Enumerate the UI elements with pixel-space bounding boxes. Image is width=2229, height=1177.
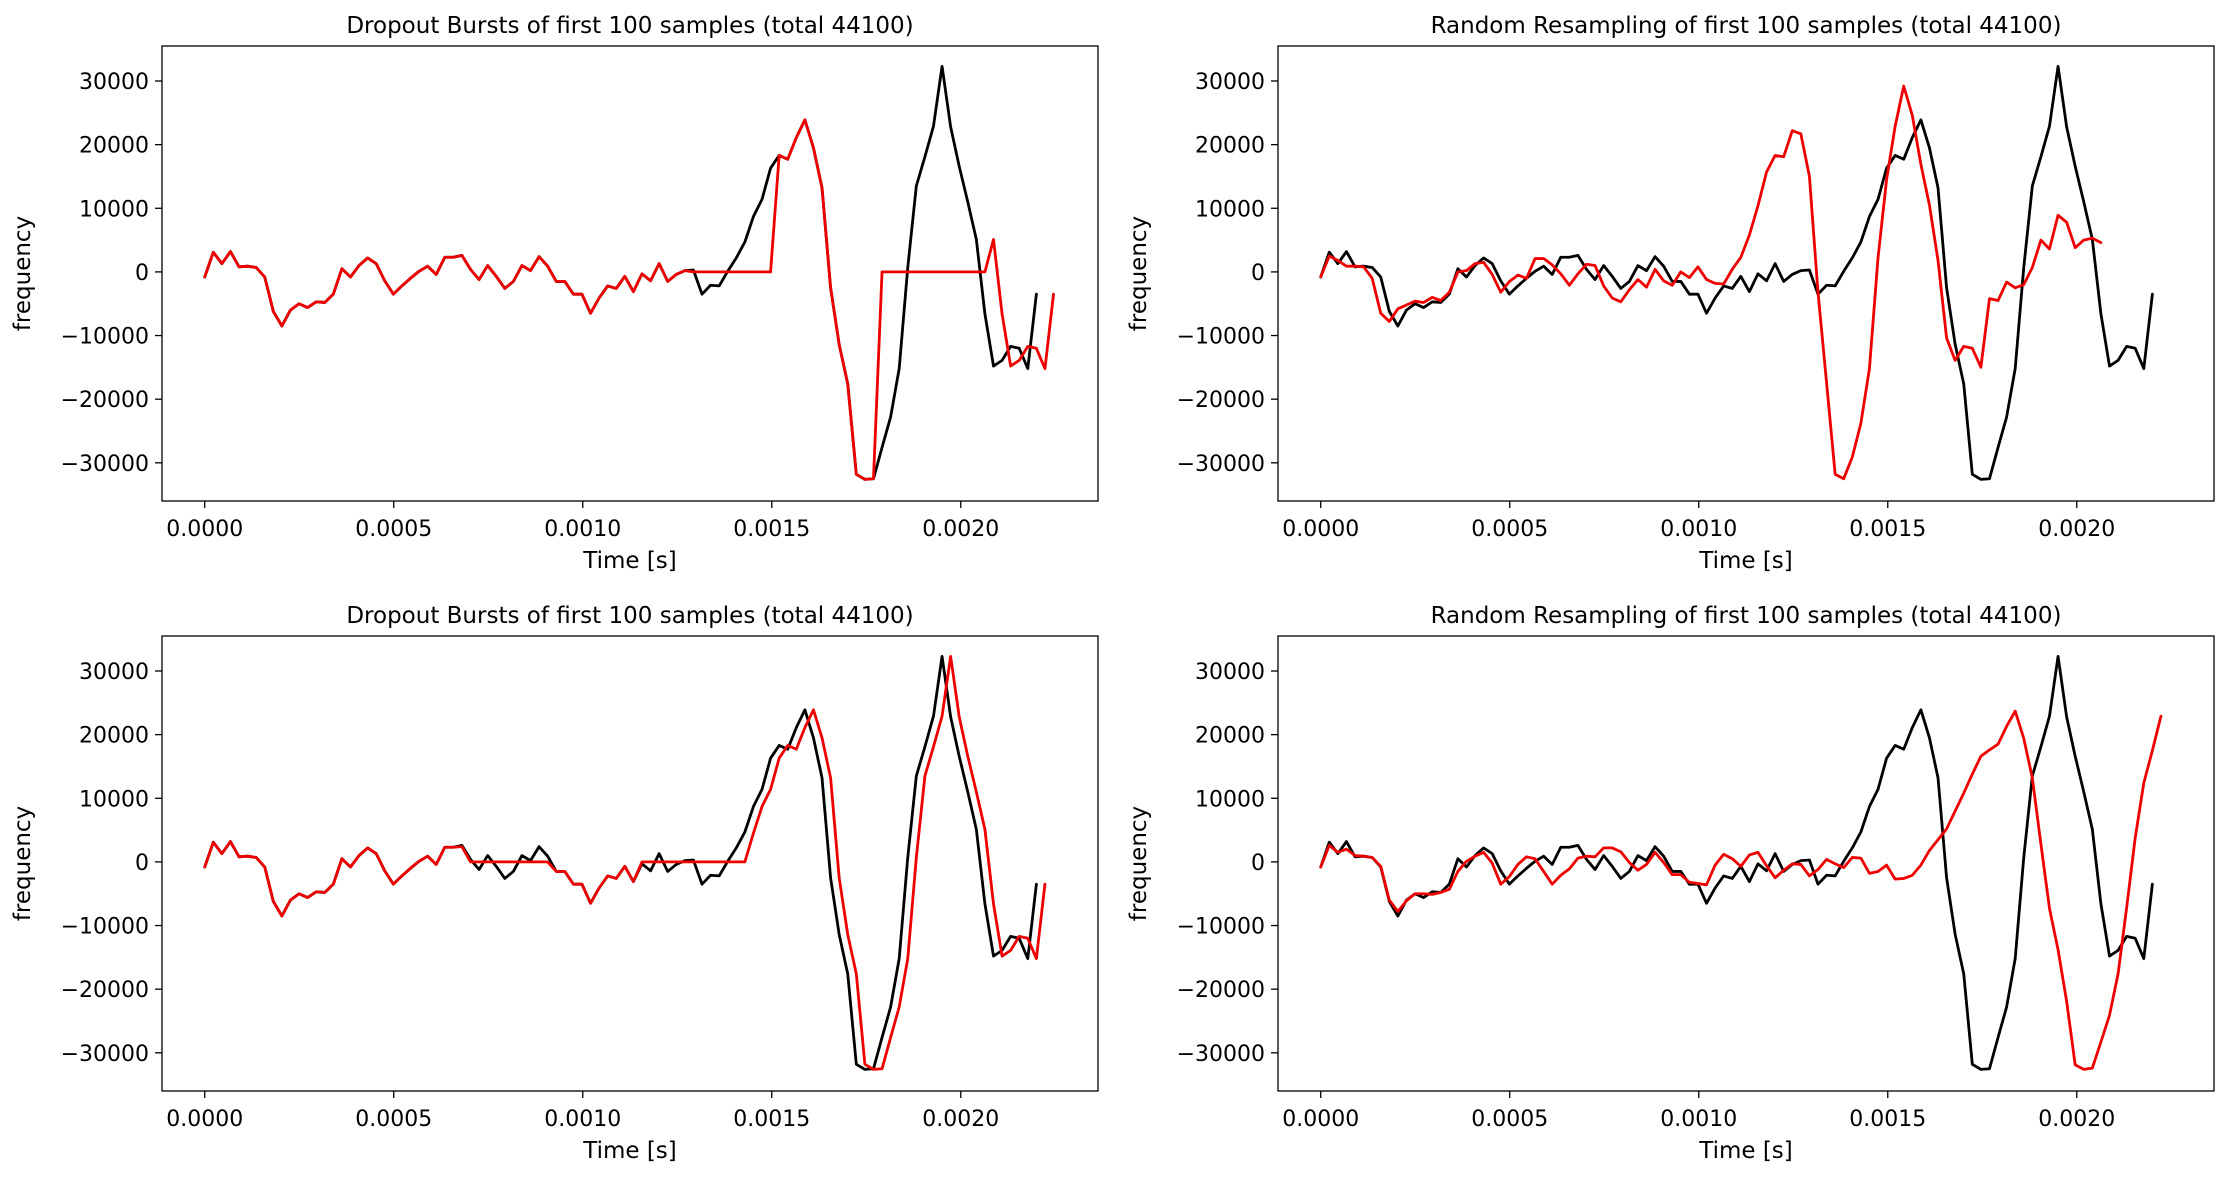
x-tick-label: 0.0010 <box>544 1107 621 1132</box>
subplot-title: Random Resampling of first 100 samples (… <box>1431 13 2062 39</box>
x-tick-label: 0.0015 <box>1849 1107 1926 1132</box>
x-tick-label: 0.0000 <box>1282 1107 1359 1132</box>
x-axis-label: Time [s] <box>1698 548 1793 574</box>
plot-area <box>1319 654 2163 1071</box>
plot-area <box>203 64 1055 481</box>
x-axis-label: Time [s] <box>1698 1138 1793 1164</box>
y-tick-label: −20000 <box>1177 978 1265 1003</box>
y-tick-label: 20000 <box>1195 724 1265 749</box>
y-tick-label: 30000 <box>1195 70 1265 95</box>
y-tick-label: −20000 <box>61 388 149 413</box>
series-line-original <box>1319 64 2154 481</box>
subplot-resampling-bottom: Random Resampling of first 100 samples (… <box>1126 603 2215 1164</box>
x-tick-label: 0.0020 <box>922 517 999 542</box>
y-tick-label: −10000 <box>61 915 149 940</box>
subplot-title: Dropout Bursts of first 100 samples (tot… <box>346 13 913 39</box>
x-tick-label: 0.0020 <box>922 1107 999 1132</box>
subplot-title: Random Resampling of first 100 samples (… <box>1431 603 2062 629</box>
x-axis-label: Time [s] <box>582 1138 677 1164</box>
y-tick-label: 30000 <box>79 70 149 95</box>
y-tick-label: −10000 <box>61 325 149 350</box>
y-tick-label: 0 <box>1251 851 1265 876</box>
series-line-transformed <box>203 654 1047 1071</box>
y-tick-label: 30000 <box>79 660 149 685</box>
y-axis-label: frequency <box>1126 806 1152 921</box>
y-tick-label: 0 <box>135 261 149 286</box>
y-tick-label: 20000 <box>79 724 149 749</box>
series-line-original <box>1319 654 2154 1071</box>
y-tick-label: 10000 <box>1195 197 1265 222</box>
x-tick-label: 0.0015 <box>733 517 810 542</box>
x-tick-label: 0.0005 <box>1471 1107 1548 1132</box>
x-tick-label: 0.0000 <box>166 517 243 542</box>
y-axis-label: frequency <box>1126 216 1152 331</box>
x-tick-label: 0.0000 <box>1282 517 1359 542</box>
x-tick-label: 0.0010 <box>1660 1107 1737 1132</box>
y-tick-label: 0 <box>135 851 149 876</box>
x-tick-label: 0.0020 <box>2038 1107 2115 1132</box>
x-tick-label: 0.0010 <box>544 517 621 542</box>
y-tick-label: −30000 <box>61 1042 149 1067</box>
plot-area <box>203 654 1047 1071</box>
y-axis-label: frequency <box>10 216 36 331</box>
axes-frame <box>1277 635 2215 1092</box>
subplot-dropout-top: Dropout Bursts of first 100 samples (tot… <box>10 13 1099 574</box>
series-line-transformed <box>1319 84 2103 481</box>
y-tick-label: −10000 <box>1177 325 1265 350</box>
y-tick-label: −30000 <box>1177 452 1265 477</box>
x-tick-label: 0.0005 <box>1471 517 1548 542</box>
series-line-original <box>203 654 1038 1071</box>
subplot-resampling-top: Random Resampling of first 100 samples (… <box>1126 13 2215 574</box>
plot-area <box>1319 64 2154 481</box>
y-tick-label: −10000 <box>1177 915 1265 940</box>
x-tick-label: 0.0005 <box>355 1107 432 1132</box>
series-line-transformed <box>203 118 1055 481</box>
subplot-title: Dropout Bursts of first 100 samples (tot… <box>346 603 913 629</box>
y-tick-label: 30000 <box>1195 660 1265 685</box>
y-tick-label: −20000 <box>1177 388 1265 413</box>
axes-frame <box>161 635 1099 1092</box>
x-tick-label: 0.0015 <box>733 1107 810 1132</box>
x-tick-label: 0.0020 <box>2038 517 2115 542</box>
axes-frame <box>161 45 1099 502</box>
y-tick-label: −30000 <box>1177 1042 1265 1067</box>
y-tick-label: 20000 <box>79 134 149 159</box>
subplot-dropout-bottom: Dropout Bursts of first 100 samples (tot… <box>10 603 1099 1164</box>
y-tick-label: 20000 <box>1195 134 1265 159</box>
x-tick-label: 0.0010 <box>1660 517 1737 542</box>
x-axis-label: Time [s] <box>582 548 677 574</box>
series-line-transformed <box>1319 709 2163 1071</box>
y-tick-label: −20000 <box>61 978 149 1003</box>
x-tick-label: 0.0000 <box>166 1107 243 1132</box>
x-tick-label: 0.0015 <box>1849 517 1926 542</box>
x-tick-label: 0.0005 <box>355 517 432 542</box>
y-tick-label: 0 <box>1251 261 1265 286</box>
y-tick-label: −30000 <box>61 452 149 477</box>
y-axis-label: frequency <box>10 806 36 921</box>
y-tick-label: 10000 <box>1195 787 1265 812</box>
y-tick-label: 10000 <box>79 787 149 812</box>
axes-frame <box>1277 45 2215 502</box>
y-tick-label: 10000 <box>79 197 149 222</box>
